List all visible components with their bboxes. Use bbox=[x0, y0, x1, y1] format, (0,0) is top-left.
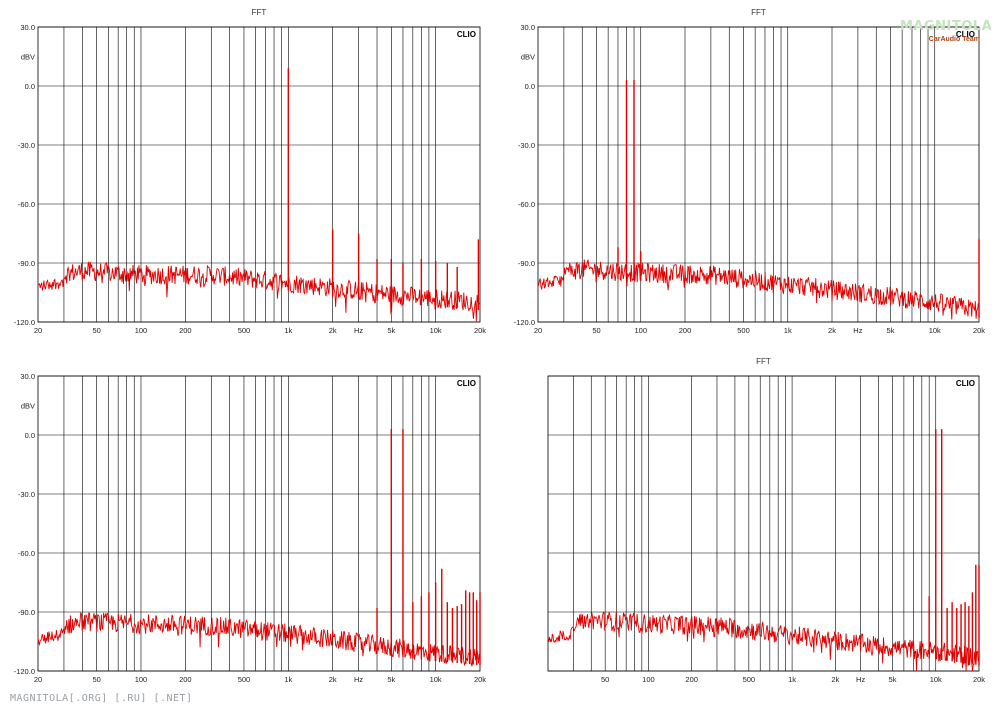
chart-title: FFT bbox=[756, 357, 771, 366]
x-tick-label: Hz bbox=[853, 326, 862, 335]
x-tick-label: 500 bbox=[743, 675, 756, 684]
x-tick-label: 20 bbox=[34, 675, 42, 684]
y-tick-label: 30.0 bbox=[20, 372, 35, 381]
y-axis-unit-label: dBV bbox=[21, 53, 35, 62]
x-tick-label: 1k bbox=[284, 326, 292, 335]
fft-chart-4: FFT CLIO 50 100 200 500 1k 2k Hz 5k 10k 20k bbox=[547, 357, 985, 684]
x-tick-label: 100 bbox=[642, 675, 655, 684]
clio-brand-label: CLIO bbox=[956, 379, 975, 388]
y-tick-label: -90.0 bbox=[18, 259, 35, 268]
x-tick-label: 50 bbox=[601, 675, 609, 684]
y-tick-label: -120.0 bbox=[14, 667, 35, 676]
y-tick-label: 0.0 bbox=[25, 82, 35, 91]
y-tick-label: -30.0 bbox=[18, 141, 35, 150]
y-tick-label: -60.0 bbox=[18, 200, 35, 209]
x-tick-label: 5k bbox=[387, 675, 395, 684]
x-tick-label: 100 bbox=[634, 326, 647, 335]
x-tick-label: Hz bbox=[354, 675, 363, 684]
x-tick-label: 2k bbox=[329, 675, 337, 684]
noise-trace bbox=[537, 259, 980, 320]
x-tick-label: Hz bbox=[354, 326, 363, 335]
x-tick-label: 20k bbox=[973, 326, 985, 335]
y-tick-label: 30.0 bbox=[20, 23, 35, 32]
x-tick-label: 20 bbox=[534, 326, 542, 335]
x-tick-label: 5k bbox=[387, 326, 395, 335]
logo-subtitle: CarAudio Team bbox=[928, 36, 980, 43]
x-tick-label: 10k bbox=[930, 675, 942, 684]
x-tick-label: 100 bbox=[135, 326, 148, 335]
fft-chart-1: FFT CLIO 30.0 0.0 -30.0 -60.0 -90.0 -120.0 dBV 20… bbox=[14, 8, 487, 335]
x-tick-label: 2k bbox=[831, 675, 839, 684]
y-axis-unit-label: dBV bbox=[21, 402, 35, 411]
x-tick-label: 500 bbox=[238, 326, 251, 335]
y-tick-label: -60.0 bbox=[518, 200, 535, 209]
x-tick-label: 10k bbox=[430, 675, 442, 684]
y-tick-label: -120.0 bbox=[14, 318, 35, 327]
x-tick-label: 50 bbox=[92, 675, 100, 684]
y-tick-label: 0.0 bbox=[25, 431, 35, 440]
x-tick-label: 2k bbox=[329, 326, 337, 335]
x-tick-label: 500 bbox=[737, 326, 750, 335]
x-tick-label: 200 bbox=[179, 326, 192, 335]
plot-frame bbox=[37, 375, 481, 672]
y-tick-label: -90.0 bbox=[18, 608, 35, 617]
logo-wordmark: MAGNITOLA bbox=[900, 19, 993, 34]
y-tick-label: -30.0 bbox=[518, 141, 535, 150]
x-tick-label: 200 bbox=[179, 675, 192, 684]
noise-trace bbox=[547, 611, 980, 672]
x-tick-label: 500 bbox=[238, 675, 251, 684]
noise-trace bbox=[37, 611, 481, 667]
clio-brand-label: CLIO bbox=[457, 379, 476, 388]
x-tick-label: 5k bbox=[889, 675, 897, 684]
x-tick-label: 20 bbox=[34, 326, 42, 335]
x-tick-label: 20k bbox=[973, 675, 985, 684]
x-tick-label: 1k bbox=[284, 675, 292, 684]
clio-brand-label: CLIO bbox=[457, 30, 476, 39]
y-tick-label: -60.0 bbox=[18, 549, 35, 558]
noise-trace bbox=[37, 261, 481, 323]
y-tick-label: -30.0 bbox=[18, 490, 35, 499]
chart-title: FFT bbox=[751, 8, 766, 17]
x-tick-label: 50 bbox=[92, 326, 100, 335]
y-axis-unit-label: dBV bbox=[521, 53, 535, 62]
fft-chart-2: FFT CLIO 30.0 0.0 -30.0 -60.0 -90.0 -120.0 dBV 20… bbox=[514, 8, 986, 335]
x-tick-label: 1k bbox=[784, 326, 792, 335]
fft-chart-3: CLIO 30.0 0.0 -30.0 -60.0 -90.0 -120.0 dBV 20 50 1… bbox=[14, 372, 487, 684]
x-tick-label: 200 bbox=[679, 326, 692, 335]
site-watermark: MAGNITOLA[.ORG] [.RU] [.NET] bbox=[10, 693, 193, 704]
x-tick-label: 200 bbox=[685, 675, 698, 684]
y-tick-label: 30.0 bbox=[520, 23, 535, 32]
x-tick-label: Hz bbox=[856, 675, 865, 684]
y-tick-label: 0.0 bbox=[525, 82, 535, 91]
x-tick-label: 10k bbox=[430, 326, 442, 335]
y-tick-label: -120.0 bbox=[514, 318, 535, 327]
magnitola-logo: MAGNITOLA CarAudio Team bbox=[900, 19, 993, 54]
x-tick-label: 20k bbox=[474, 326, 486, 335]
clio-brand-label: CLIO bbox=[956, 30, 975, 39]
x-tick-label: 5k bbox=[887, 326, 895, 335]
x-tick-label: 2k bbox=[828, 326, 836, 335]
x-tick-label: 1k bbox=[788, 675, 796, 684]
y-tick-label: -90.0 bbox=[518, 259, 535, 268]
x-tick-label: 100 bbox=[135, 675, 148, 684]
chart-title: FFT bbox=[252, 8, 267, 17]
x-tick-label: 10k bbox=[929, 326, 941, 335]
x-tick-label: 50 bbox=[592, 326, 600, 335]
x-tick-label: 20k bbox=[474, 675, 486, 684]
